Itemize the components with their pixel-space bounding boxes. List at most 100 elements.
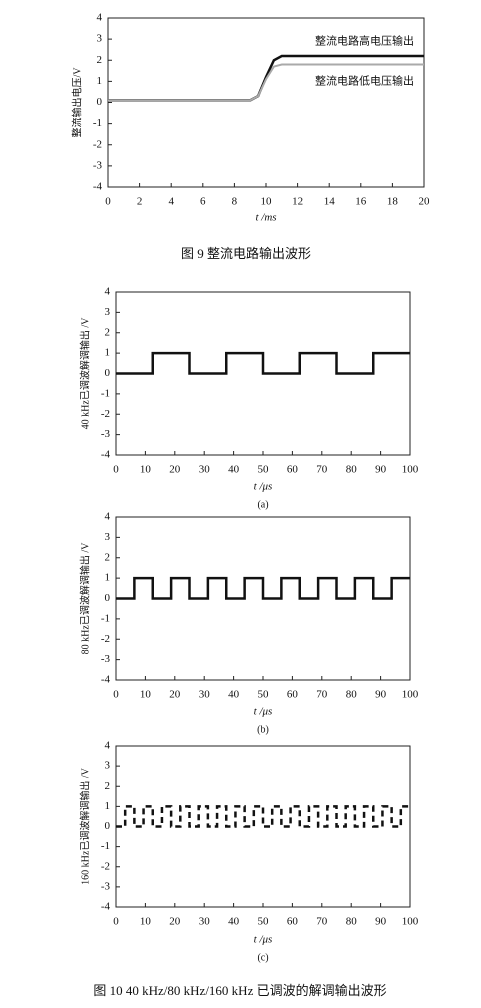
x-tick-label: 60: [287, 916, 299, 928]
y-tick-label: 1: [105, 800, 111, 812]
y-axis-label: 80 kHz已调波解调输出 /V: [78, 542, 91, 654]
y-tick-label: -2: [101, 408, 110, 420]
y-tick-label: 3: [105, 306, 111, 318]
caption: (a): [257, 499, 268, 510]
x-tick-label: 80: [346, 689, 358, 701]
x-tick-label: 70: [316, 689, 328, 701]
y-tick-label: -4: [101, 901, 111, 913]
y-tick-label: 1: [97, 75, 103, 87]
y-tick-label: 3: [97, 33, 103, 45]
y-tick-label: 2: [105, 780, 111, 792]
x-tick-label: 10: [140, 916, 152, 928]
x-tick-label: 60: [287, 464, 299, 476]
y-axis-label: 整流输出电压/V: [70, 67, 83, 138]
x-tick-label: 50: [258, 464, 270, 476]
x-tick-label: 4: [168, 196, 174, 208]
series-line: [116, 351, 410, 375]
x-tick-label: 80: [346, 464, 358, 476]
y-tick-label: -1: [101, 387, 110, 399]
y-tick-label: 4: [97, 12, 103, 24]
series-line: [116, 576, 410, 600]
x-tick-label: 100: [402, 689, 419, 701]
x-tick-label: 12: [292, 196, 303, 208]
x-tick-label: 8: [232, 196, 238, 208]
y-tick-label: -1: [101, 840, 110, 852]
y-tick-label: 4: [105, 511, 111, 523]
y-tick-label: -2: [101, 860, 110, 872]
y-tick-label: 1: [105, 347, 111, 359]
x-tick-label: 10: [261, 196, 273, 208]
x-tick-label: 30: [199, 464, 211, 476]
x-tick-label: 10: [140, 689, 152, 701]
x-axis-label: t /μs: [254, 481, 273, 493]
x-tick-label: 40: [228, 464, 240, 476]
series-line: [116, 805, 410, 828]
x-tick-label: 0: [113, 916, 119, 928]
x-tick-label: 50: [258, 689, 270, 701]
y-tick-label: -2: [93, 138, 102, 150]
y-tick-label: -3: [101, 880, 111, 892]
x-tick-label: 80: [346, 916, 358, 928]
y-tick-label: 2: [97, 54, 103, 66]
x-tick-label: 70: [316, 464, 328, 476]
x-tick-label: 10: [140, 464, 152, 476]
y-tick-label: -4: [101, 449, 111, 461]
y-axis-label: 160 kHz已调波解调输出 /V: [78, 767, 91, 884]
y-tick-label: 0: [105, 367, 111, 379]
caption: (b): [257, 724, 269, 735]
x-tick-label: 20: [169, 689, 181, 701]
y-tick-label: -2: [101, 633, 110, 645]
figure-caption: 图 10 40 kHz/80 kHz/160 kHz 已调波的解调输出波形: [93, 983, 386, 998]
annotation: 整流电路低电压输出: [315, 74, 414, 88]
y-tick-label: 2: [105, 551, 111, 563]
x-tick-label: 30: [199, 689, 211, 701]
x-tick-label: 20: [169, 916, 181, 928]
caption: 图 9 整流电路输出波形: [181, 246, 311, 261]
x-tick-label: 18: [387, 196, 399, 208]
x-tick-label: 70: [316, 916, 328, 928]
annotation: 整流电路高电压输出: [315, 34, 414, 48]
x-tick-label: 2: [137, 196, 143, 208]
x-tick-label: 6: [200, 196, 206, 208]
y-tick-label: -3: [101, 653, 111, 665]
x-tick-label: 0: [113, 689, 119, 701]
y-tick-label: 3: [105, 760, 111, 772]
x-tick-label: 90: [375, 464, 387, 476]
x-tick-label: 50: [258, 916, 270, 928]
y-tick-label: 3: [105, 531, 111, 543]
series-line: [108, 63, 424, 102]
x-tick-label: 0: [113, 464, 119, 476]
x-axis-label: t /μs: [254, 934, 273, 946]
x-tick-label: 40: [228, 916, 240, 928]
x-tick-label: 16: [355, 196, 367, 208]
x-tick-label: 40: [228, 689, 240, 701]
y-tick-label: -3: [93, 159, 103, 171]
y-tick-label: -3: [101, 428, 111, 440]
x-axis-label: t /μs: [254, 706, 273, 718]
y-tick-label: 4: [105, 286, 111, 298]
y-tick-label: 0: [97, 96, 103, 108]
x-tick-label: 14: [324, 196, 336, 208]
caption: (c): [257, 952, 268, 963]
y-tick-label: 4: [105, 740, 111, 752]
x-tick-label: 30: [199, 916, 211, 928]
y-tick-label: -1: [101, 612, 110, 624]
x-tick-label: 60: [287, 689, 299, 701]
x-tick-label: 0: [105, 196, 111, 208]
x-tick-label: 100: [402, 916, 419, 928]
x-axis-label: t /ms: [255, 212, 276, 224]
x-tick-label: 20: [169, 464, 181, 476]
x-tick-label: 90: [375, 689, 387, 701]
y-tick-label: -1: [93, 117, 102, 129]
x-tick-label: 20: [419, 196, 431, 208]
y-tick-label: -4: [93, 181, 103, 193]
x-tick-label: 100: [402, 464, 419, 476]
y-tick-label: -4: [101, 674, 111, 686]
y-tick-label: 1: [105, 572, 111, 584]
y-tick-label: 0: [105, 820, 111, 832]
x-tick-label: 90: [375, 916, 387, 928]
y-tick-label: 0: [105, 592, 111, 604]
y-tick-label: 2: [105, 326, 111, 338]
y-axis-label: 40 kHz已调波解调输出 /V: [78, 317, 91, 429]
